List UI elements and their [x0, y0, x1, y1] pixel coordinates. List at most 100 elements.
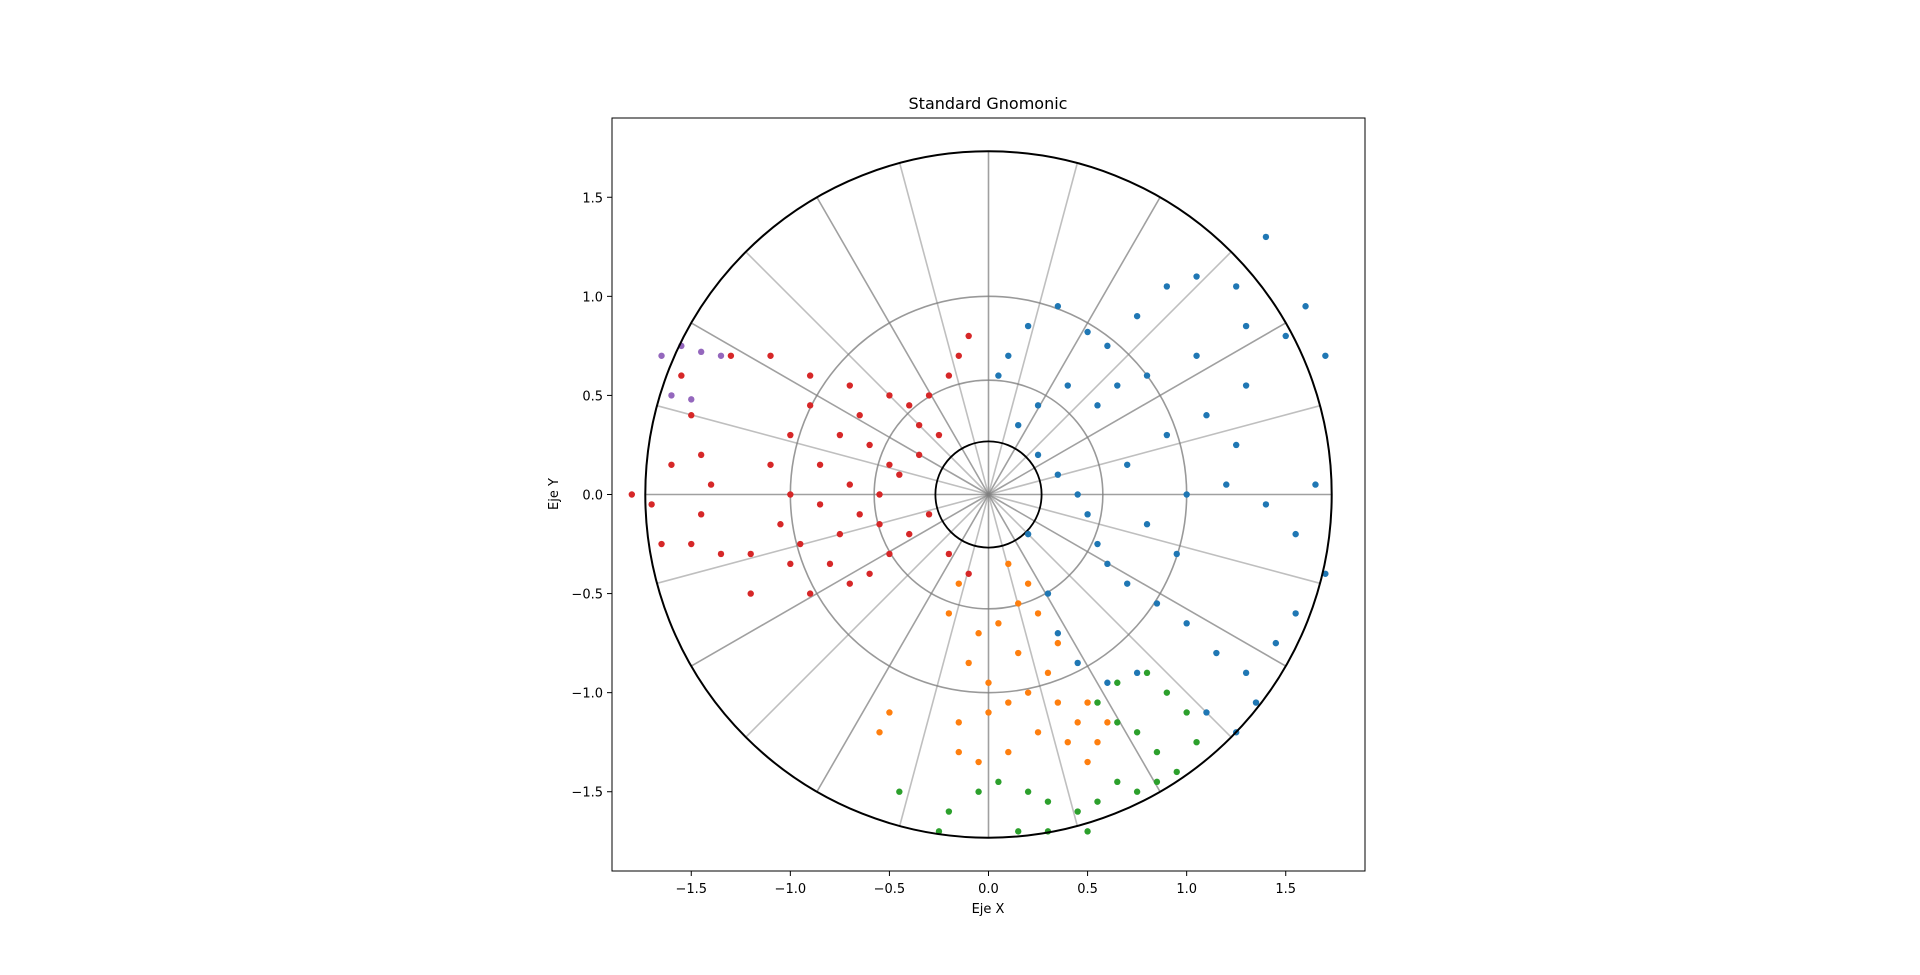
data-point — [1015, 600, 1022, 607]
series-3 — [896, 669, 1200, 835]
data-point — [658, 352, 665, 359]
data-point — [915, 451, 923, 459]
meridian-line — [987, 162, 1079, 495]
data-point — [806, 372, 814, 379]
data-point — [668, 392, 675, 399]
meridian-line — [656, 493, 989, 585]
data-point — [1074, 491, 1081, 498]
data-point — [1153, 778, 1161, 786]
parallel-circle — [934, 440, 1043, 549]
data-point — [1124, 580, 1131, 587]
data-point — [965, 570, 972, 577]
data-point — [886, 550, 893, 558]
data-point — [1104, 560, 1111, 568]
data-point — [1242, 322, 1250, 330]
data-point — [1133, 729, 1141, 736]
data-point — [1203, 709, 1210, 716]
x-tick-label: −0.5 — [874, 882, 906, 897]
data-point — [1054, 699, 1062, 706]
data-point — [836, 530, 844, 538]
data-point — [1114, 679, 1121, 686]
data-point — [717, 352, 725, 359]
data-point — [1005, 699, 1012, 706]
data-point — [1084, 511, 1091, 518]
data-point — [697, 511, 705, 518]
data-point — [816, 461, 824, 468]
projection-boundary — [644, 150, 1333, 839]
data-point — [955, 748, 962, 756]
data-point — [1024, 530, 1032, 538]
data-point — [767, 461, 774, 468]
data-point — [906, 402, 913, 409]
data-point — [648, 501, 655, 508]
meridian-line — [987, 494, 1079, 827]
data-point — [925, 392, 933, 399]
data-point — [1094, 738, 1101, 746]
y-tick-label: −1.5 — [571, 786, 603, 801]
data-point — [876, 521, 883, 528]
data-point — [1183, 491, 1190, 498]
data-point — [925, 511, 933, 518]
data-point — [985, 709, 992, 716]
data-point — [1084, 328, 1091, 336]
data-point — [1153, 600, 1161, 607]
data-point — [797, 540, 804, 548]
data-point — [1322, 352, 1329, 359]
data-point — [1114, 778, 1121, 786]
data-point — [697, 348, 705, 356]
data-point — [1015, 421, 1022, 429]
data-point — [1034, 402, 1042, 409]
data-point — [896, 471, 903, 478]
data-point — [985, 679, 992, 686]
plot-content — [628, 150, 1333, 839]
data-point — [846, 481, 853, 488]
data-point — [1054, 630, 1062, 637]
data-point — [945, 372, 953, 379]
data-point — [1242, 382, 1250, 389]
x-tick-label: −1.0 — [775, 882, 807, 897]
x-tick-label: −1.5 — [675, 882, 707, 897]
data-point — [886, 461, 893, 468]
data-point — [1054, 471, 1062, 478]
series-2 — [876, 560, 1111, 766]
data-point — [658, 540, 665, 548]
data-point — [688, 412, 695, 419]
x-tick-label: 1.0 — [1176, 882, 1197, 897]
data-point — [945, 808, 953, 815]
data-point — [1252, 699, 1260, 706]
data-point — [1163, 431, 1171, 439]
data-point — [886, 709, 893, 716]
data-point — [1232, 441, 1240, 449]
meridian-line — [690, 322, 989, 496]
data-point — [1312, 481, 1319, 488]
meridian-line — [987, 251, 1232, 496]
meridian-line — [988, 404, 1321, 496]
data-point — [1074, 719, 1081, 726]
data-point — [1272, 639, 1280, 647]
data-point — [717, 550, 725, 558]
data-point — [1024, 788, 1032, 795]
data-point — [1034, 451, 1042, 459]
meridian-line — [745, 493, 990, 738]
data-point — [1064, 382, 1071, 389]
x-tick-label: 0.0 — [978, 882, 999, 897]
data-point — [995, 778, 1002, 786]
data-point — [876, 729, 883, 736]
data-point — [1094, 402, 1101, 409]
data-point — [1094, 699, 1101, 706]
x-tick-label: 0.5 — [1077, 882, 1098, 897]
data-point — [747, 550, 754, 558]
data-point — [915, 421, 923, 429]
data-point — [965, 659, 972, 667]
x-tick-label: 1.5 — [1275, 882, 1296, 897]
data-point — [975, 758, 982, 766]
y-tick-label: 1.0 — [582, 290, 603, 305]
data-point — [945, 610, 953, 617]
data-point — [975, 630, 982, 637]
data-point — [896, 788, 903, 795]
meridian-line — [987, 494, 1161, 793]
y-tick-label: 0.0 — [582, 489, 603, 504]
data-point — [806, 402, 814, 409]
data-point — [965, 332, 972, 340]
